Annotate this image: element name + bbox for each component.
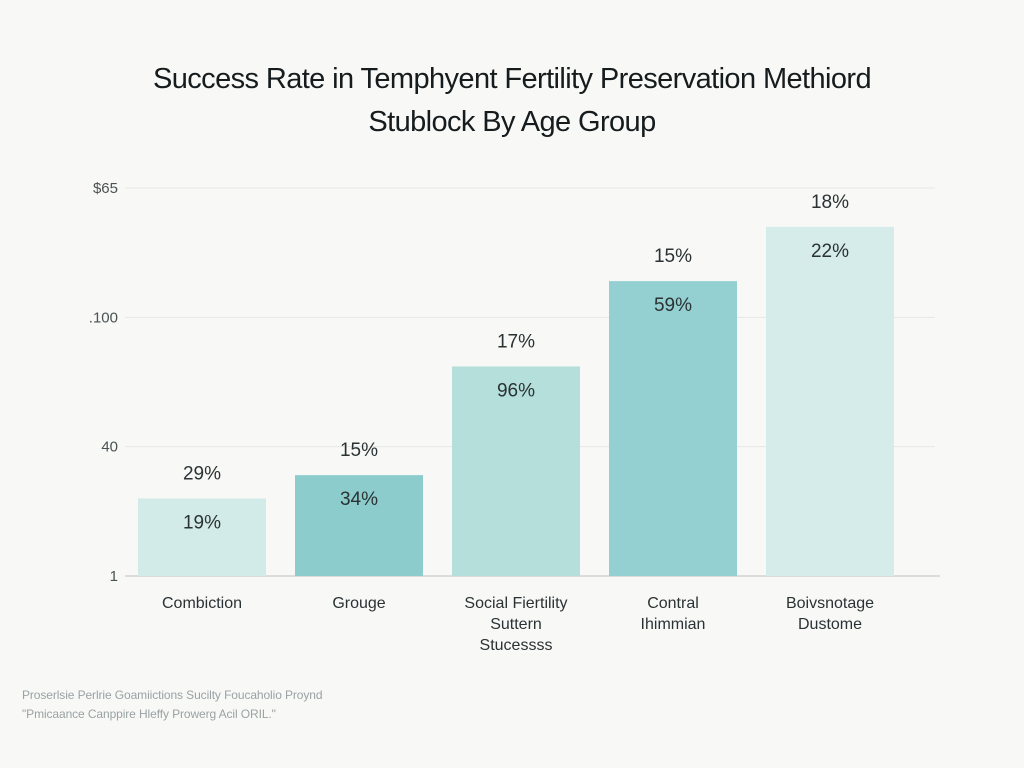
chart-title-line2: Stublock By Age Group bbox=[368, 106, 656, 138]
bar-inner-label: 96% bbox=[497, 380, 535, 401]
bar-top-label: 15% bbox=[340, 440, 378, 461]
bar-top-label: 29% bbox=[183, 463, 221, 484]
y-tick-label: $65 bbox=[93, 180, 118, 197]
bar-top-label: 17% bbox=[497, 331, 535, 352]
bar bbox=[609, 281, 737, 576]
x-category-label: Dustome bbox=[798, 616, 862, 633]
x-category-label: Suttern bbox=[490, 616, 542, 633]
footnote-line1: Proserlsie Perlrie Goamiictions Sucilty … bbox=[22, 688, 323, 702]
x-category-label: Contral bbox=[647, 595, 699, 612]
bar-inner-label: 19% bbox=[183, 512, 221, 533]
bar-top-label: 18% bbox=[811, 192, 849, 213]
bar bbox=[452, 366, 580, 576]
bar-top-label: 15% bbox=[654, 246, 692, 267]
x-category-label: Ihimmian bbox=[641, 616, 706, 633]
bar-inner-label: 59% bbox=[654, 295, 692, 316]
bar bbox=[766, 226, 894, 577]
footnote-line2: "Pmicaance Canppire Hleffy Prowerg Acil … bbox=[22, 707, 276, 721]
x-category-label: Boivsnotage bbox=[786, 595, 874, 612]
bar bbox=[138, 498, 266, 576]
chart-title-line1: Success Rate in Temphyent Fertility Pres… bbox=[153, 63, 872, 95]
bar bbox=[295, 475, 423, 576]
x-category-label: Social Fiertility bbox=[464, 595, 567, 612]
bar-inner-label: 34% bbox=[340, 489, 378, 510]
bar-inner-label: 22% bbox=[811, 241, 849, 262]
y-tick-label: .100 bbox=[89, 309, 118, 326]
x-category-label: Combiction bbox=[162, 595, 242, 612]
x-category-label: Grouge bbox=[332, 595, 385, 612]
x-category-label: Stucessss bbox=[480, 637, 553, 654]
y-tick-label: 40 bbox=[101, 439, 118, 456]
y-tick-label: 1 bbox=[110, 568, 118, 585]
